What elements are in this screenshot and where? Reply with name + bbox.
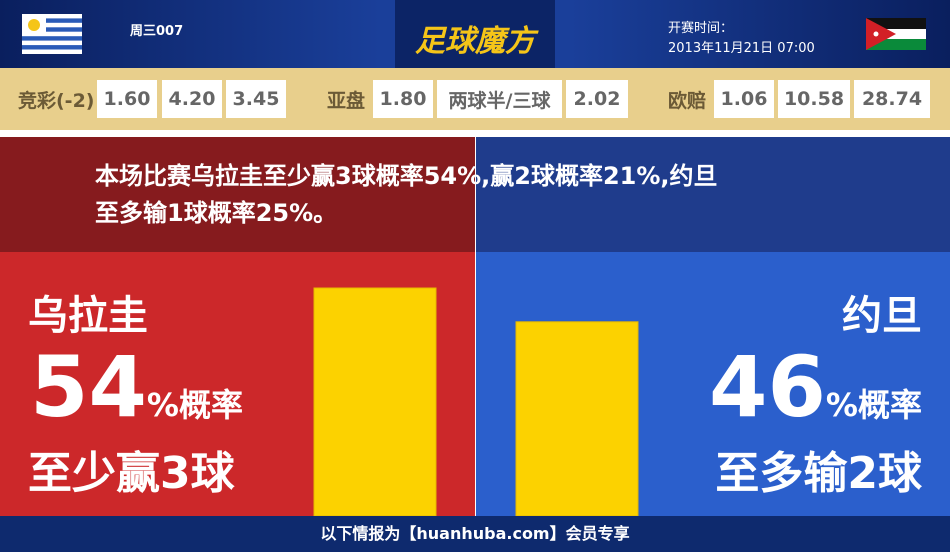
bars (313, 287, 639, 516)
home-percent-unit: %概率 (146, 386, 243, 424)
kickoff-time: 2013年11月21日 07:00 (668, 41, 815, 56)
odds-label: 竞彩(-2) (18, 90, 95, 112)
home-flag (22, 14, 82, 54)
home-outcome: 至少赢3球 (28, 448, 235, 499)
logo-box (395, 0, 555, 68)
home-percent: 54 (30, 338, 147, 436)
footer[interactable]: 以下情报为【huanhuba.com】会员专享 (0, 516, 950, 552)
summary-left (0, 137, 475, 252)
odds-value: 10.58 (778, 80, 850, 118)
probability-bar (313, 287, 437, 516)
logo: 足球魔方 (415, 24, 535, 59)
home-team: 乌拉圭 (28, 293, 148, 339)
summary-line: 本场比赛乌拉圭至少赢3球概率54%,赢2球概率21%,约旦 (95, 162, 718, 190)
probability-bar (515, 321, 639, 516)
away-team: 约旦 (842, 293, 922, 339)
summary-right (476, 137, 950, 252)
away-percent-line: 46%概率 (709, 338, 922, 436)
match-no: 周三007 (130, 24, 184, 39)
odds-value: 1.60 (97, 80, 157, 118)
summary: 本场比赛乌拉圭至少赢3球概率54%,赢2球概率21%,约旦 至多输1球概率25%… (95, 158, 718, 232)
kickoff-label: 开赛时间： (668, 21, 734, 36)
home-percent-line: 54%概率 (30, 338, 243, 436)
away-flag (866, 18, 926, 50)
odds-label: 亚盘 (327, 90, 366, 112)
odds-value: 两球半/三球 (437, 80, 562, 118)
odds-value: 1.80 (373, 80, 433, 118)
odds-label: 欧赔 (668, 90, 707, 112)
away-percent-unit: %概率 (825, 386, 922, 424)
odds-value: 3.45 (226, 80, 286, 118)
odds-value: 2.02 (566, 80, 628, 118)
odds-value: 4.20 (162, 80, 222, 118)
odds-value: 28.74 (854, 80, 930, 118)
odds-value: 1.06 (714, 80, 774, 118)
summary-line: 至多输1球概率25%。 (95, 199, 338, 227)
away-outcome: 至多输2球 (715, 448, 922, 499)
away-percent: 46 (709, 338, 826, 436)
